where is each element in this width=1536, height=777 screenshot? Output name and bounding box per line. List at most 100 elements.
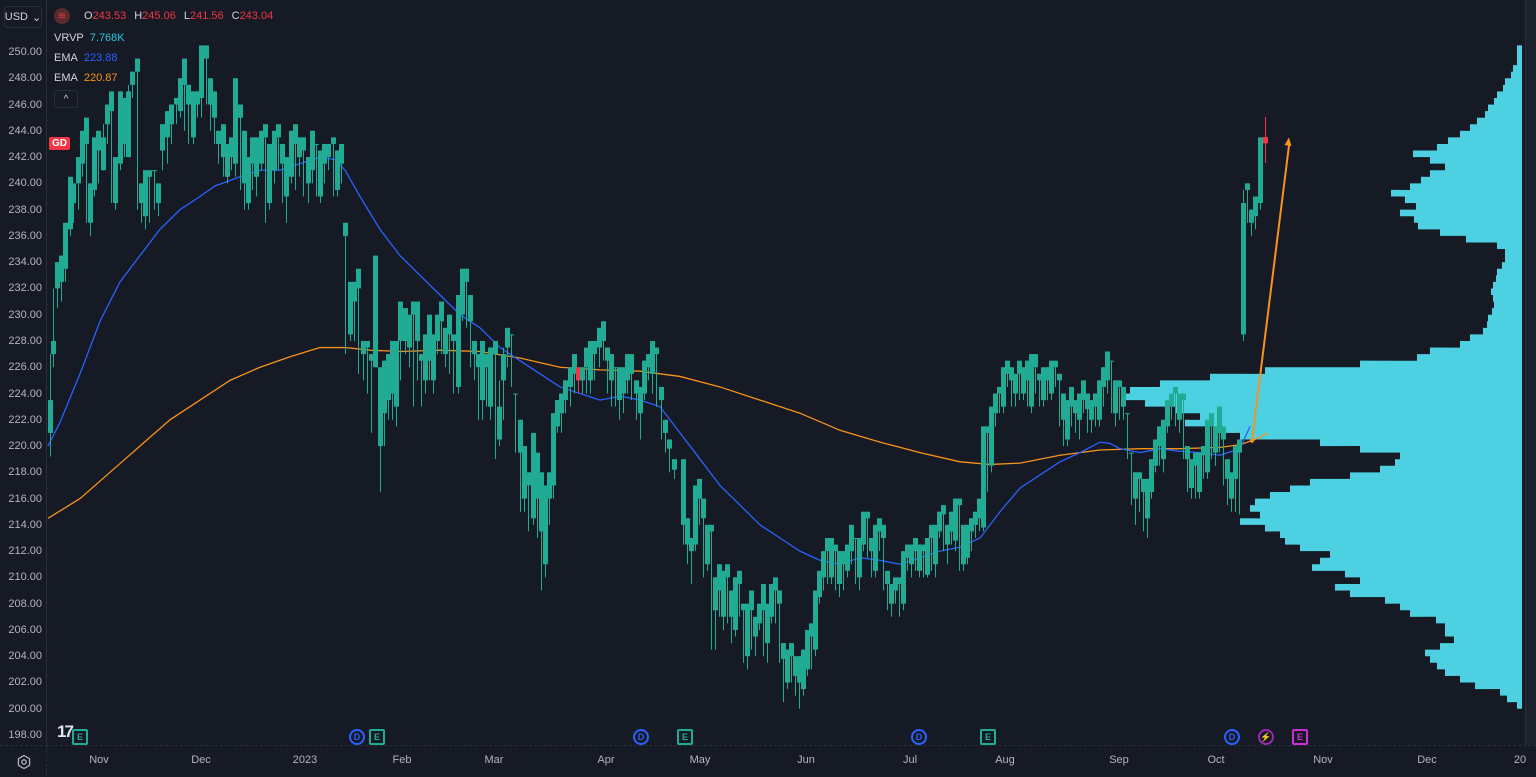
candle <box>1217 406 1222 453</box>
candle <box>1149 459 1154 499</box>
candle <box>1117 380 1122 420</box>
split-event-icon[interactable]: ⚡ <box>1258 729 1274 745</box>
price-tick-label: 198.00 <box>8 729 42 742</box>
candle <box>301 137 306 197</box>
candle <box>411 301 416 407</box>
chevron-up-icon: ^ <box>63 93 69 105</box>
candle <box>642 360 647 401</box>
candle <box>199 45 204 118</box>
candle <box>427 314 432 381</box>
candle <box>195 91 200 118</box>
candle <box>741 603 746 663</box>
candle <box>1177 393 1182 433</box>
currency-selector[interactable]: USD ⌄ <box>4 6 42 28</box>
earnings-event-icon[interactable]: E <box>677 729 693 745</box>
candle <box>476 354 481 420</box>
dividend-event-icon[interactable]: D <box>1224 729 1240 745</box>
candle <box>289 130 294 184</box>
earnings-event-icon[interactable]: E <box>1292 729 1308 745</box>
candle <box>272 130 277 184</box>
candle <box>1137 472 1142 512</box>
earnings-event-icon[interactable]: E <box>72 729 88 745</box>
arrow-anchor[interactable] <box>1250 438 1254 443</box>
candle <box>869 537 874 578</box>
candle <box>733 577 738 637</box>
candle <box>186 84 191 144</box>
price-chart-canvas[interactable] <box>0 0 1536 745</box>
candle <box>1253 196 1258 230</box>
candle <box>597 327 602 368</box>
price-axis[interactable]: 250.00 248.00 246.00 244.00 242.00 240.00 238.… <box>0 0 47 745</box>
right-scroll-handle[interactable] <box>1525 0 1536 745</box>
candle <box>985 426 990 493</box>
earnings-event-icon[interactable]: E <box>369 729 385 745</box>
candle <box>1093 393 1098 427</box>
earnings-event-icon[interactable]: E <box>980 729 996 745</box>
tradingview-logo[interactable]: 17 <box>57 722 74 741</box>
candle <box>250 137 255 190</box>
indicator-vrvp[interactable]: VRVP 7.768K <box>54 28 275 48</box>
candle <box>925 537 930 578</box>
candle <box>849 524 854 565</box>
candle <box>629 354 634 401</box>
candle <box>609 354 614 407</box>
candle <box>650 340 655 394</box>
open-key: O <box>84 10 93 22</box>
candle <box>580 367 585 394</box>
candle <box>1081 380 1086 414</box>
candle <box>101 124 106 171</box>
close-key: C <box>231 10 240 22</box>
candle <box>501 347 506 420</box>
candle <box>547 472 552 525</box>
candle <box>654 347 659 407</box>
candle <box>1021 367 1026 401</box>
candle <box>71 183 76 223</box>
indicator-ema-slow[interactable]: EMA 220.87 <box>54 68 275 88</box>
price-tick-label: 224.00 <box>8 387 42 400</box>
candle <box>1141 478 1146 532</box>
candle <box>118 91 123 171</box>
candle <box>1145 478 1150 538</box>
chart-settings-button[interactable] <box>16 754 32 770</box>
price-tick-label: 238.00 <box>8 203 42 216</box>
time-axis[interactable]: Nov Dec 2023 Feb Mar Apr May Jun Jul Aug Sep Oct Nov… <box>0 745 1536 777</box>
candle <box>352 281 357 341</box>
price-tick-label: 234.00 <box>8 256 42 269</box>
dividend-event-icon[interactable]: D <box>633 729 649 745</box>
trend-arrow[interactable] <box>1251 145 1290 441</box>
price-tick-label: 242.00 <box>8 151 42 164</box>
candle <box>169 104 174 144</box>
candle <box>378 367 383 493</box>
candle <box>1013 373 1018 407</box>
candle <box>356 268 361 374</box>
candle <box>135 58 140 210</box>
ema-slow-line <box>47 346 1269 519</box>
indicator-ema-fast[interactable]: EMA 223.88 <box>54 48 275 68</box>
candle <box>204 45 209 105</box>
candle <box>394 340 399 427</box>
dividend-event-icon[interactable]: D <box>349 729 365 745</box>
symbol-logo-icon[interactable]: ≋ <box>54 8 70 24</box>
candle <box>263 124 268 223</box>
candle <box>212 91 217 144</box>
candle <box>1193 452 1198 499</box>
collapse-legend-button[interactable]: ^ <box>54 90 78 108</box>
candle <box>403 308 408 355</box>
candle <box>293 124 298 190</box>
candle <box>109 91 114 204</box>
candle <box>672 459 677 479</box>
candle <box>877 518 882 552</box>
candle <box>901 551 906 611</box>
time-tick-label: Sep <box>1109 754 1129 766</box>
volume-profile <box>1125 45 1522 709</box>
candle <box>613 367 618 407</box>
candle <box>1005 360 1010 387</box>
candle <box>1229 472 1234 512</box>
candle <box>777 590 782 663</box>
dividend-event-icon[interactable]: D <box>911 729 927 745</box>
candle <box>468 294 473 368</box>
candle <box>55 262 60 309</box>
price-tick-label: 218.00 <box>8 466 42 479</box>
candle <box>568 367 573 407</box>
price-tick-label: 214.00 <box>8 518 42 531</box>
